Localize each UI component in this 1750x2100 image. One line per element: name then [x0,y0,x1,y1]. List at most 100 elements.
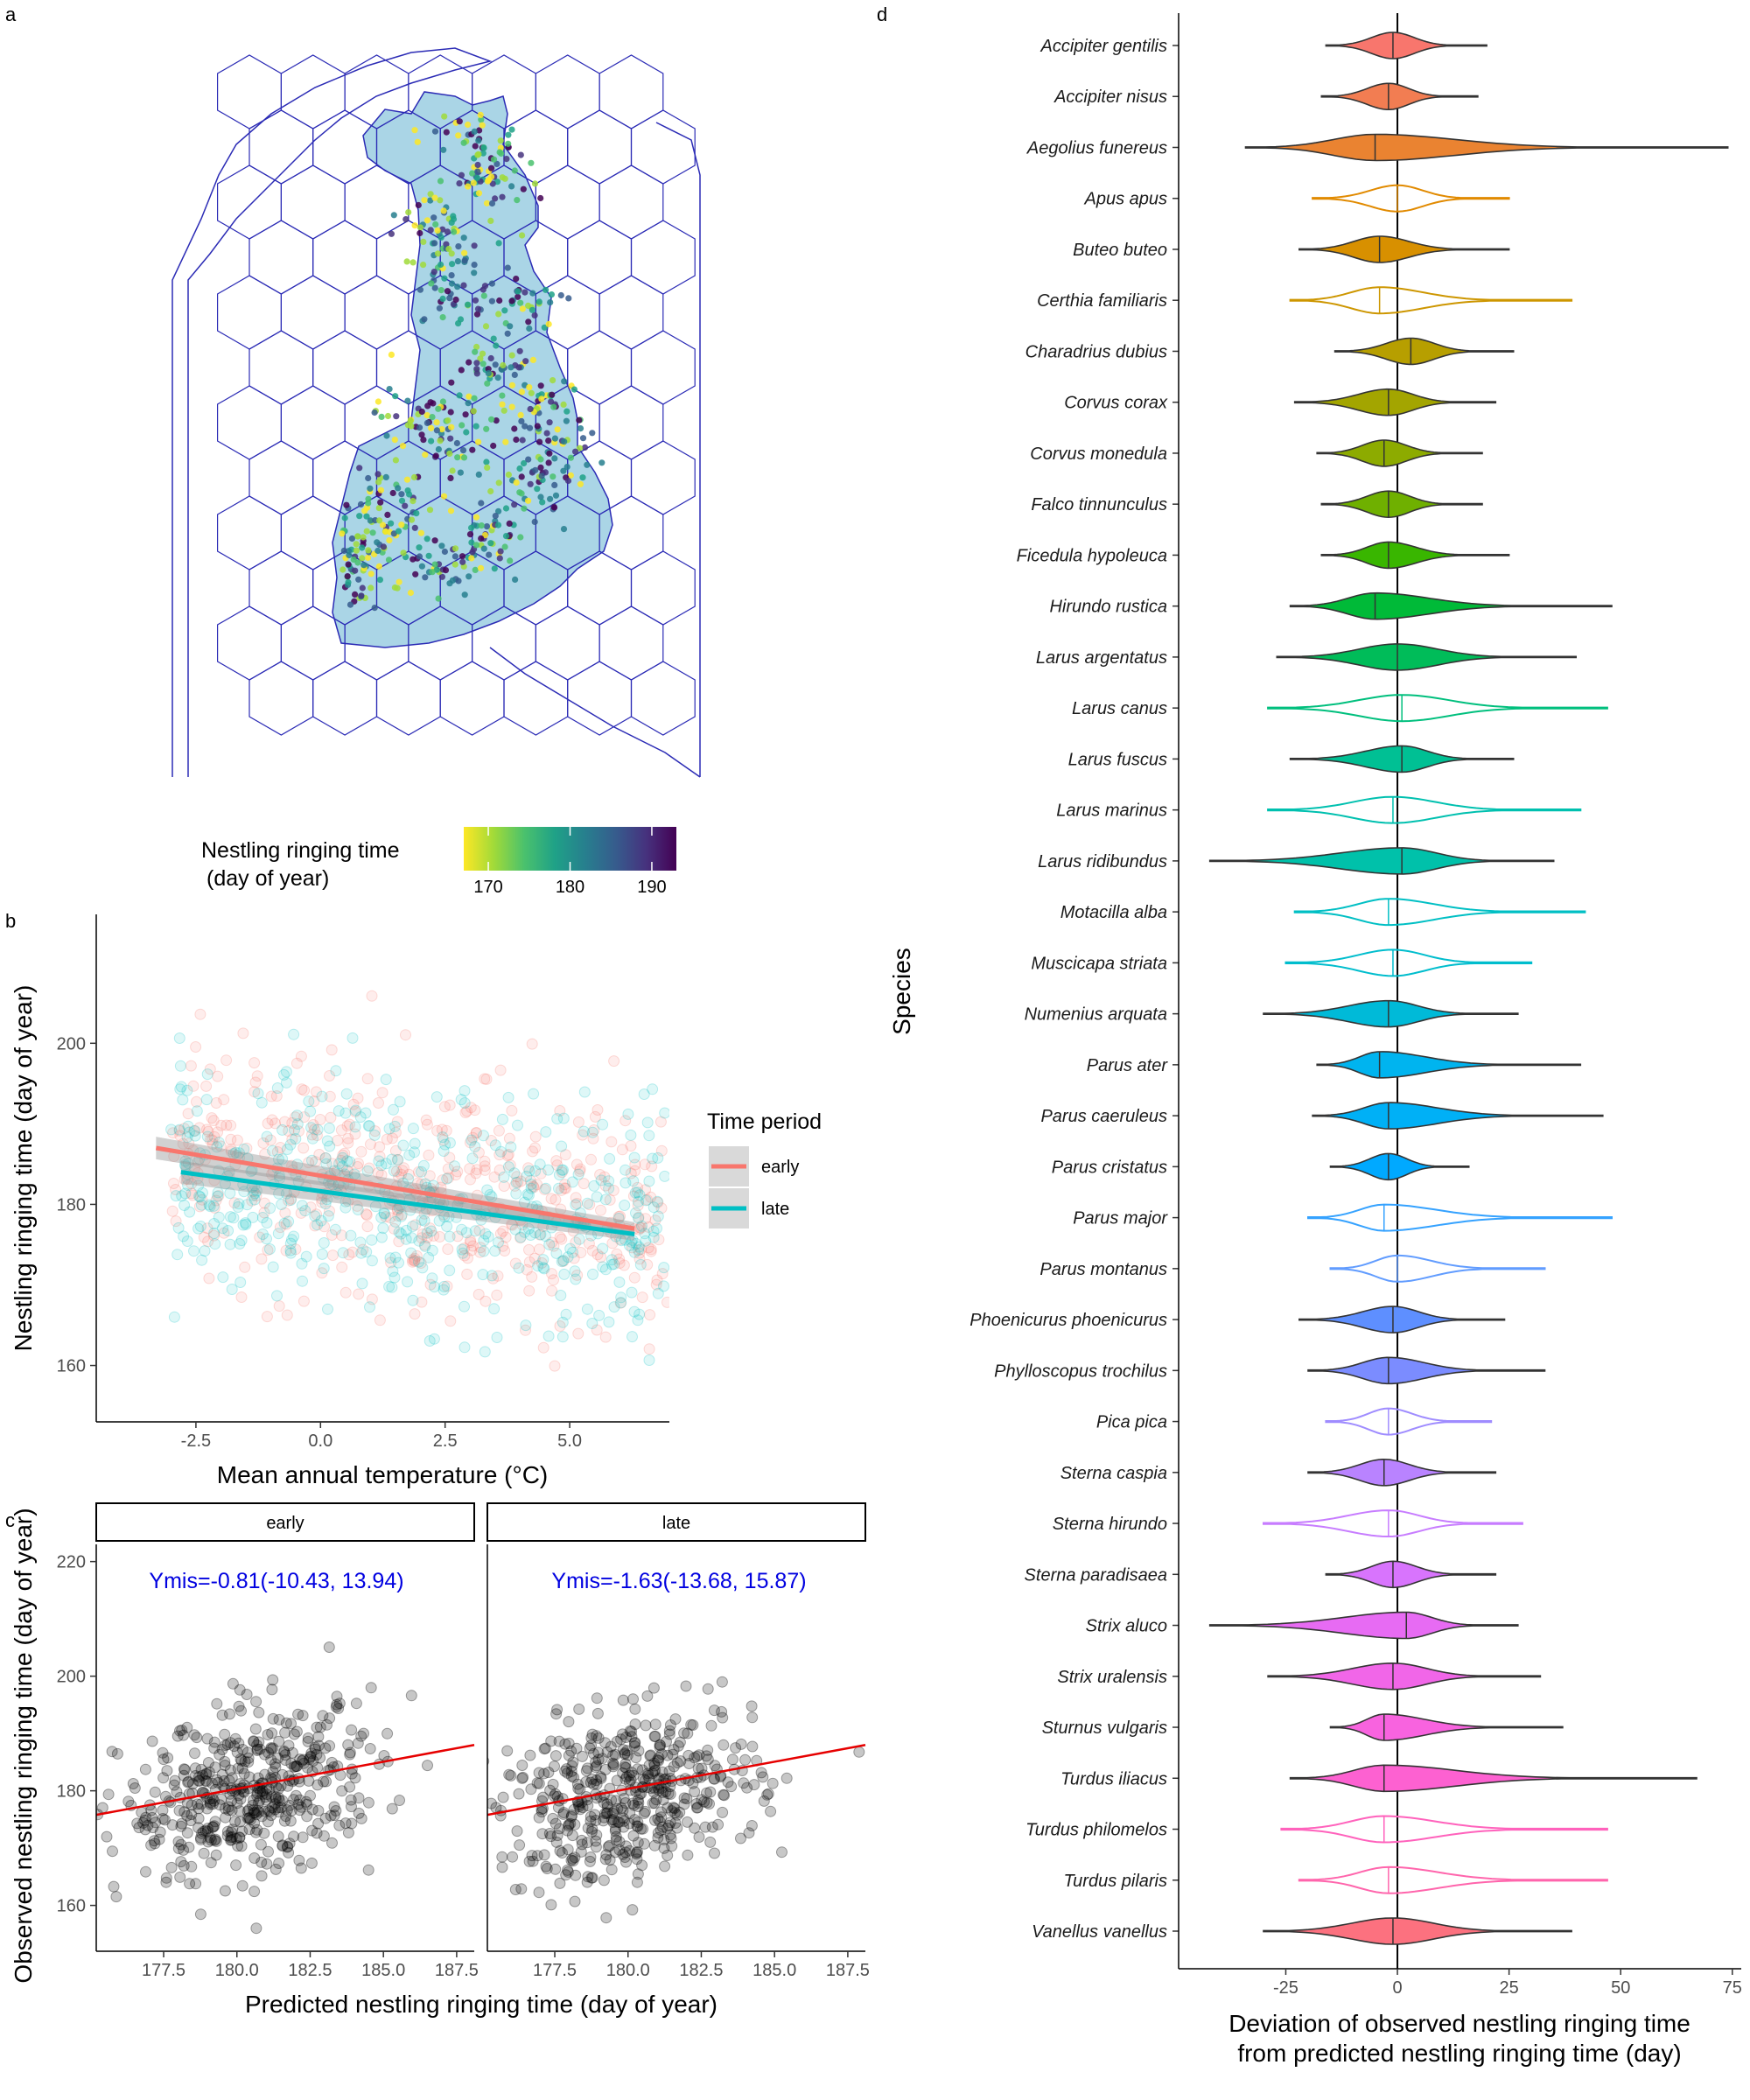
map-point [506,520,513,528]
c-point [638,1807,650,1819]
b-point-late [199,1245,211,1257]
c-point [617,1804,629,1816]
map-point [507,557,514,564]
map-point [488,173,495,180]
violin-corvus-monedula [1316,439,1483,467]
b-point-late [522,1189,535,1201]
c-point [619,1748,631,1760]
c-point [288,1760,300,1773]
c-point [346,1768,358,1780]
c-point [709,1773,720,1785]
species-label: Motacilla alba [1060,903,1167,922]
c-point [272,1802,284,1814]
b-point-late [383,1123,396,1135]
c-point [708,1704,720,1717]
c-point [242,1812,254,1824]
map-point [525,302,532,309]
b-point-early [503,1132,515,1144]
c-point [290,1789,302,1802]
b-point-late [235,1235,248,1247]
c-point [292,1798,304,1810]
c-point [256,1810,268,1823]
b-point-early [498,1180,510,1192]
map-point [561,378,568,385]
c-point [273,1713,285,1726]
b-point-early [645,1245,657,1257]
b-point-early [480,1073,493,1085]
b-point-late [529,1227,542,1239]
b-point-early [204,1063,216,1075]
b-point-late [496,1113,508,1125]
b-point-early [479,1164,491,1176]
b-point-late [597,1118,609,1130]
b-point-late [493,1236,504,1249]
b-point-early [645,1191,657,1203]
b-point-late [345,1229,357,1242]
c-point [663,1765,676,1777]
b-point-late [481,1184,494,1196]
b-point-late [525,1229,536,1241]
map-point [537,194,544,202]
c-point [324,1712,336,1725]
c-point [675,1755,687,1768]
b-point-late [423,1251,435,1264]
b-point-early [384,1212,396,1224]
c-point [550,1863,562,1875]
map-point [425,552,432,559]
map-point [473,366,480,373]
b-point-late [505,1141,517,1153]
b-point-late [322,1303,333,1315]
map-point [340,547,347,555]
c-point [422,1865,432,1875]
b-point-late [542,1330,555,1342]
c-point [244,1814,256,1826]
b-point-late [586,1318,598,1329]
b-point-early [556,1166,568,1179]
c-x-tick-label: 182.5 [288,1961,332,1980]
strip-early [95,1502,475,1542]
map-point [473,174,481,181]
b-point-late [318,1237,330,1249]
b-point-early [341,1164,353,1176]
violin-sterna-hirundo [1263,1509,1523,1538]
b-point-late [407,1221,418,1232]
map-point [348,535,355,542]
c-point [611,1774,623,1787]
c-point [702,1744,714,1756]
c-point [663,1728,676,1740]
c-point [592,1707,604,1719]
c-point [606,1794,618,1806]
c-point [748,1779,760,1791]
b-point-early [248,1086,261,1098]
b-point-late [555,1290,567,1301]
c-point [342,1739,354,1751]
b-point-late [586,1126,598,1138]
c-point [218,1774,230,1787]
b-point-late [557,1112,570,1124]
c-point [636,1764,648,1776]
b-point-early [651,1274,663,1286]
map-point [377,486,384,494]
c-x-axis-title: Predicted nestling ringing time (day of … [245,1991,718,2018]
c-point [181,1827,193,1839]
hex-cell [248,220,314,295]
b-point-early [608,1055,620,1068]
b-point-early [570,1192,582,1204]
map-point [392,457,399,464]
b-point-late [633,1195,644,1208]
b-point-late [368,1129,381,1141]
b-point-early [632,1181,644,1194]
c-point [682,1727,694,1740]
c-point [211,1698,223,1710]
b-point-late [247,1211,259,1223]
c-point [650,1794,662,1806]
c-point [210,1835,222,1847]
b-point-early [473,1224,486,1236]
map-point [358,592,365,599]
b-point-late [573,1233,585,1245]
c-point [183,1775,195,1788]
b-point-early [587,1132,599,1144]
c-point [662,1802,674,1814]
map-point [438,261,444,269]
map-point [439,226,446,233]
